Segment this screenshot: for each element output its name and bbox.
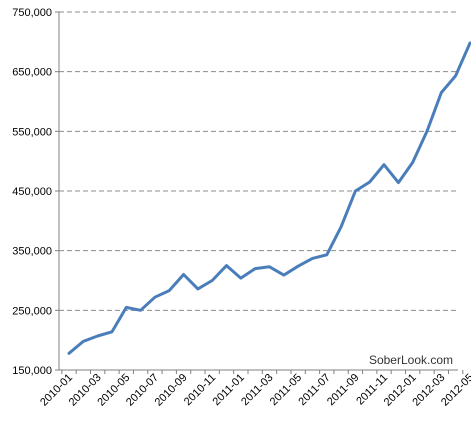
grid-lines bbox=[59, 11, 458, 311]
x-axis-ticks: 2010-012010-032010-052010-072010-092010-… bbox=[38, 370, 471, 409]
y-tick-label: 150,000 bbox=[12, 365, 52, 377]
y-tick-label: 750,000 bbox=[12, 7, 52, 19]
y-axis-ticks: 150,000 250,000 350,000 450,000 550,000 650,0… bbox=[12, 7, 59, 377]
series-line bbox=[67, 41, 471, 355]
watermark-text: SoberLook.com bbox=[369, 353, 453, 367]
y-tick-label: 650,000 bbox=[12, 67, 52, 79]
y-tick-label: 450,000 bbox=[12, 186, 52, 198]
series-group bbox=[67, 41, 471, 355]
y-tick-label: 350,000 bbox=[12, 246, 52, 258]
y-tick-label: 550,000 bbox=[12, 126, 52, 138]
y-tick-label: 250,000 bbox=[12, 305, 52, 317]
x-tick-label: 2011-09 bbox=[325, 372, 361, 408]
